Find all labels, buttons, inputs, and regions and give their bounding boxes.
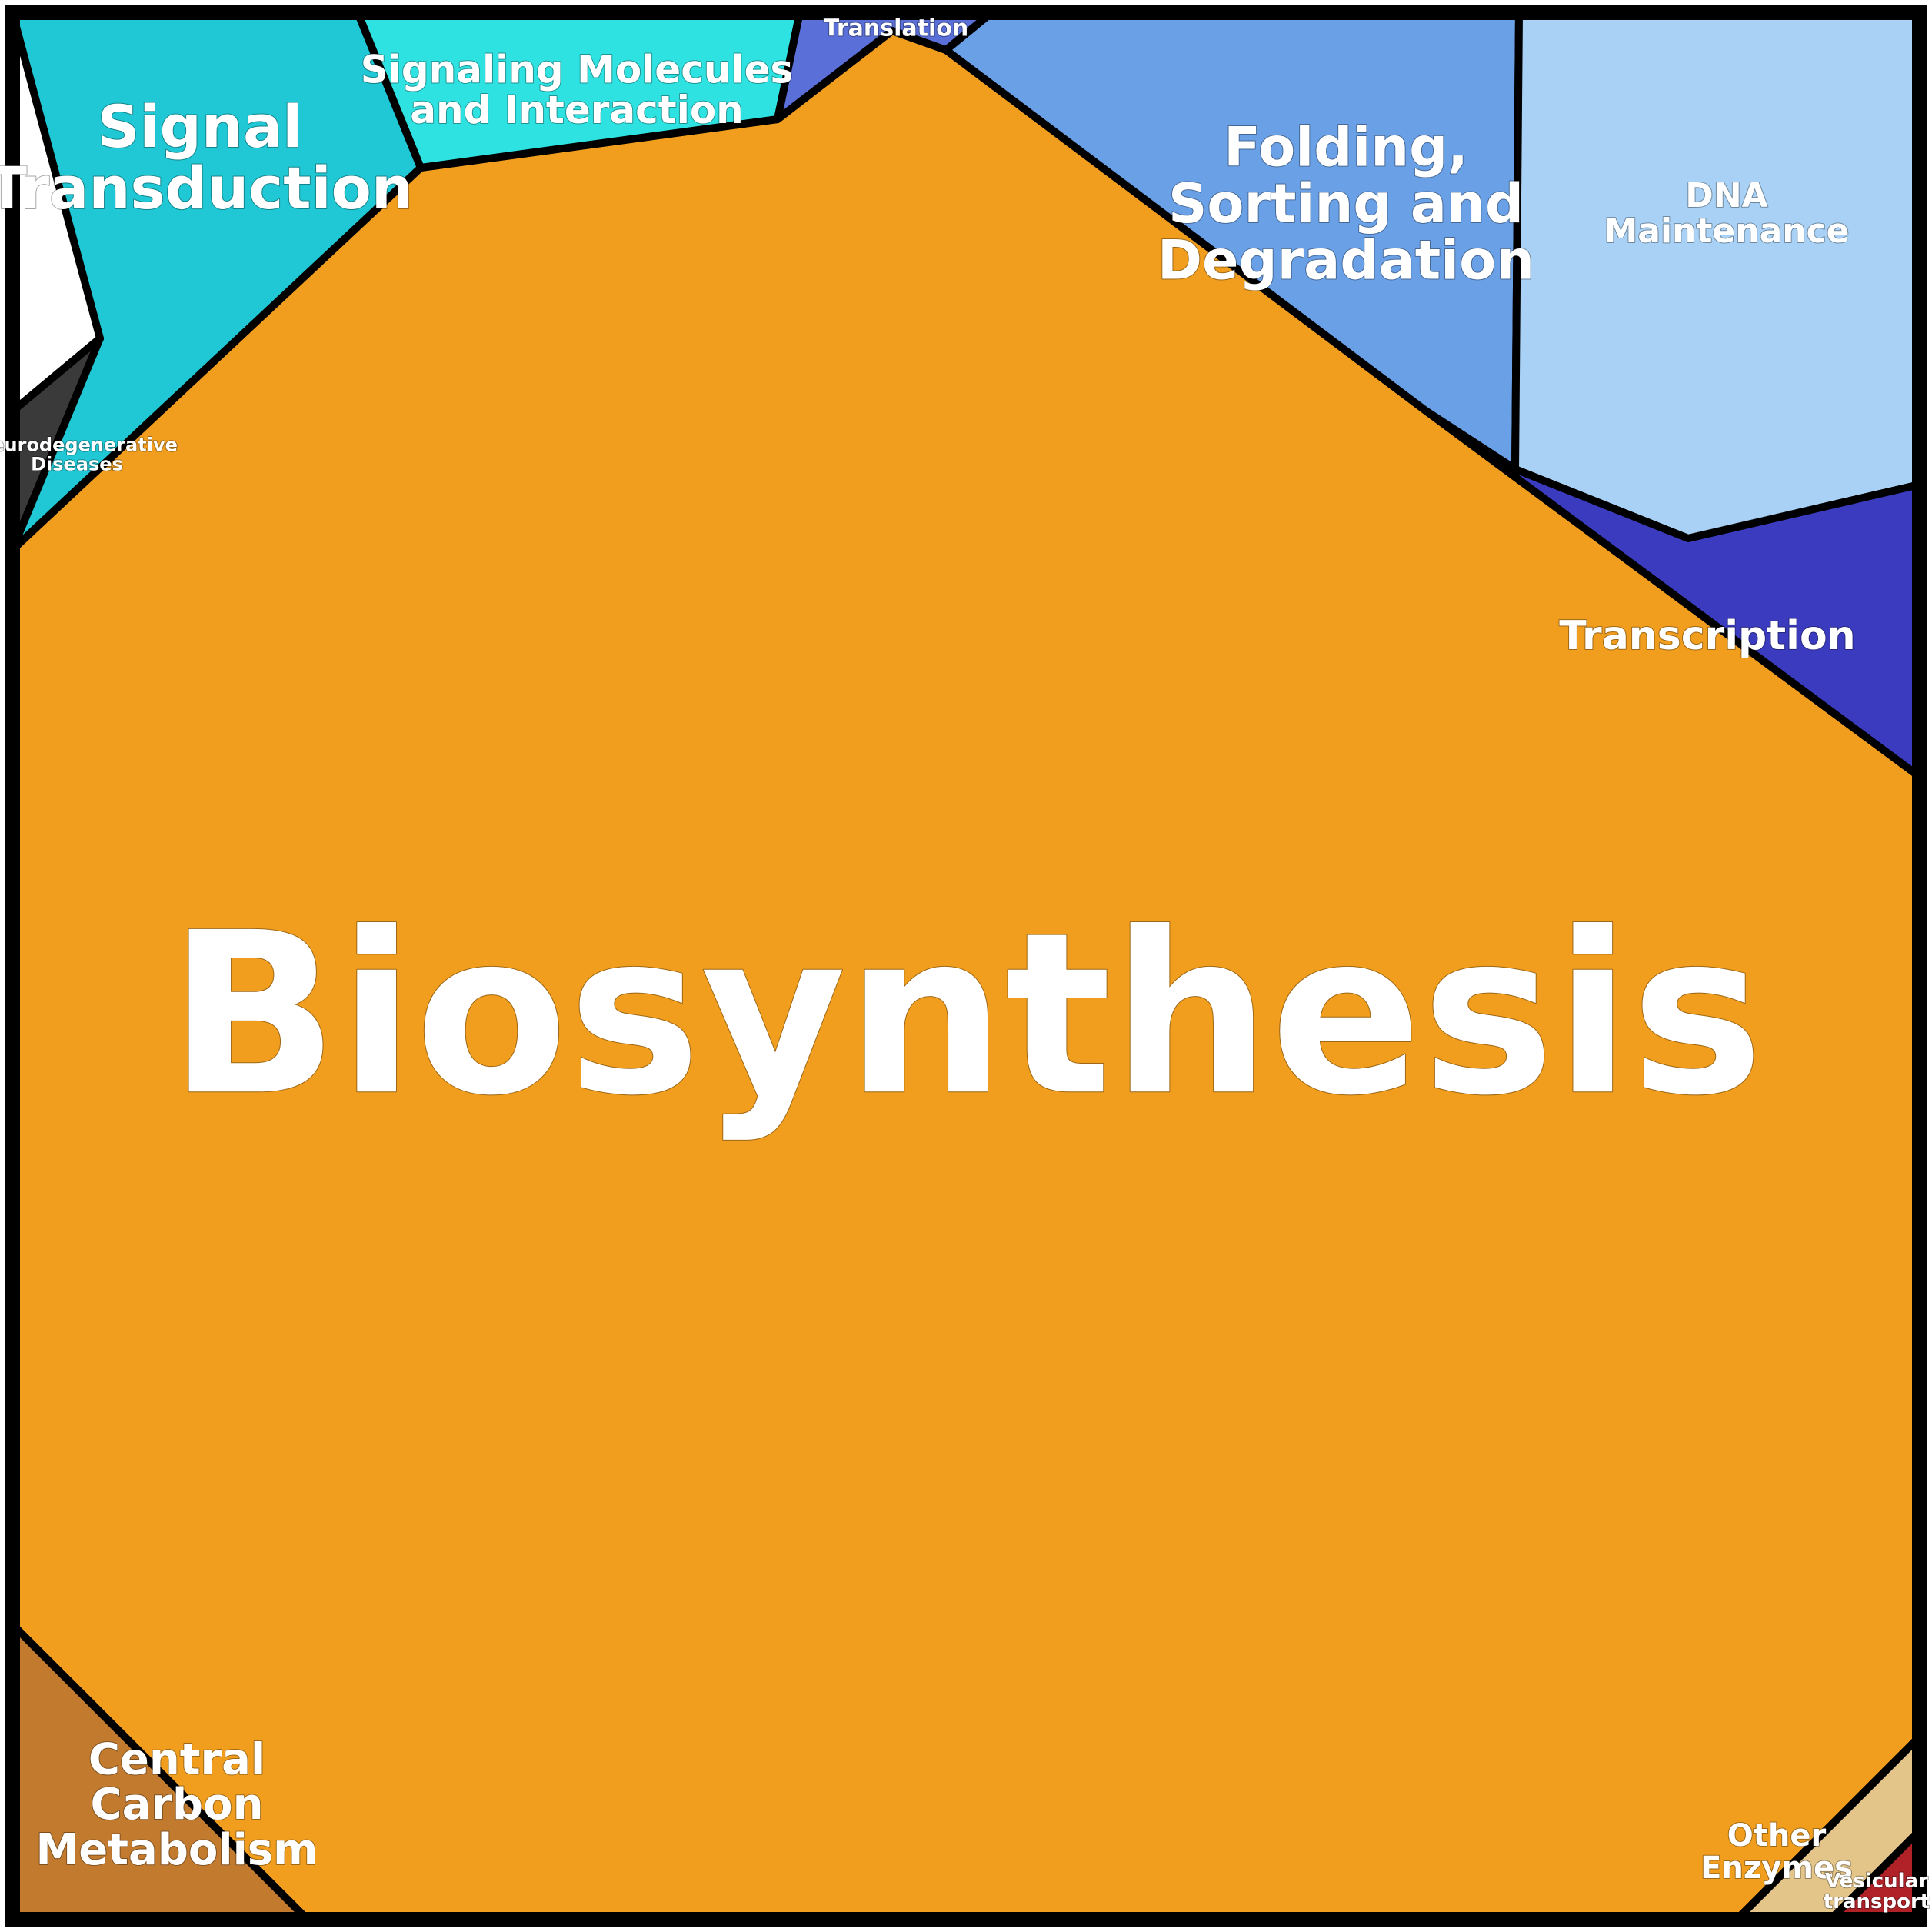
label-dna-maintenance-line-1: Maintenance bbox=[1604, 212, 1849, 251]
label-folding-sorting-line-2: Degradation bbox=[1158, 229, 1534, 292]
label-signaling-molecules-line-0: Signaling Molecules bbox=[361, 47, 794, 92]
label-folding-sorting-line-1: Sorting and bbox=[1168, 172, 1524, 235]
label-signal-transduction-line-0: Signal bbox=[98, 92, 303, 161]
label-biosynthesis-line-0: Biosynthesis bbox=[168, 885, 1764, 1144]
label-dna-maintenance-line-0: DNA bbox=[1685, 176, 1767, 215]
label-neurodegenerative-line-0: Neurodegenerative bbox=[0, 434, 178, 455]
label-transcription: Transcription bbox=[1559, 613, 1855, 659]
label-neurodegenerative-line-1: Diseases bbox=[31, 454, 123, 475]
label-translation: Translation bbox=[824, 15, 969, 42]
label-vesicular-transport-line-0: Vesicular bbox=[1825, 1870, 1928, 1893]
label-folding-sorting-line-0: Folding, bbox=[1224, 116, 1468, 179]
label-translation-line-0: Translation bbox=[824, 15, 969, 42]
label-biosynthesis: Biosynthesis bbox=[168, 885, 1764, 1144]
label-vesicular-transport-line-1: transport bbox=[1824, 1890, 1930, 1914]
label-central-carbon-line-0: Central bbox=[88, 1734, 265, 1784]
label-vesicular-transport: Vesiculartransport bbox=[1824, 1870, 1930, 1914]
label-other-enzymes-line-0: Other bbox=[1727, 1818, 1827, 1854]
label-central-carbon-line-1: Carbon bbox=[91, 1780, 264, 1830]
voronoi-treemap: Biosynthesis SignalTransduction Neurodegen… bbox=[0, 0, 1932, 1932]
label-signaling-molecules-line-1: and Interaction bbox=[410, 88, 744, 132]
label-signaling-molecules: Signaling Moleculesand Interaction bbox=[361, 47, 794, 132]
label-transcription-line-0: Transcription bbox=[1559, 613, 1855, 659]
cell-dna-maintenance bbox=[1515, 12, 1920, 538]
label-central-carbon-line-2: Metabolism bbox=[36, 1825, 318, 1875]
label-signal-transduction-line-1: Transduction bbox=[0, 154, 413, 222]
